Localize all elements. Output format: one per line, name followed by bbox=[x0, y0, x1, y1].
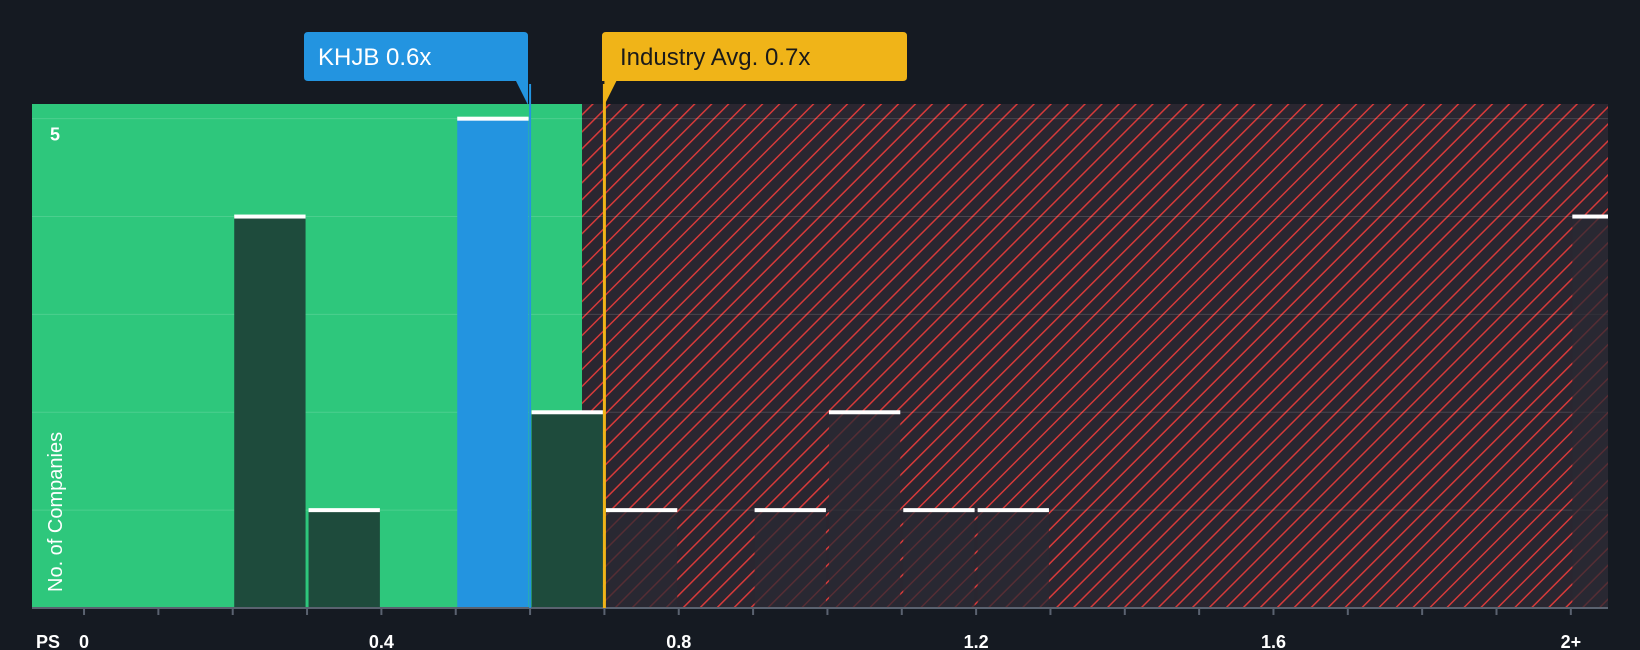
x-tick-label-4: 1.6 bbox=[1261, 632, 1286, 650]
bar-cap-2 bbox=[1572, 214, 1608, 219]
overvalued-zone bbox=[582, 104, 1608, 608]
bar-1.1 bbox=[903, 510, 975, 608]
y-tick-label-0: 5 bbox=[50, 125, 60, 145]
industry-callout-box bbox=[602, 32, 907, 105]
bar-0.9 bbox=[754, 510, 826, 608]
histogram-bars bbox=[234, 116, 1608, 608]
industry-callout-label: Industry Avg. 0.7x bbox=[620, 44, 810, 71]
company-callout-box bbox=[304, 32, 528, 105]
bar-0.6 bbox=[531, 412, 603, 608]
bar-cap-0.9 bbox=[754, 508, 826, 513]
bar-0.3 bbox=[308, 510, 380, 608]
bar-1 bbox=[828, 412, 901, 608]
x-tick-label-1: 0.4 bbox=[369, 632, 394, 650]
bar-cap-1.2 bbox=[977, 508, 1049, 513]
company-marker: KHJB 0.6x bbox=[304, 32, 532, 608]
bar-cap-0.5 bbox=[457, 116, 529, 121]
x-tick-label-3: 1.2 bbox=[964, 632, 989, 650]
bar-cap-0.2 bbox=[234, 214, 306, 219]
bar-2 bbox=[1572, 216, 1608, 608]
bar-1.2 bbox=[977, 510, 1049, 608]
y-axis-label: No. of Companies bbox=[45, 432, 67, 592]
industry-average-marker: Industry Avg. 0.7x bbox=[602, 32, 907, 608]
bar-0.7 bbox=[605, 510, 678, 608]
bar-0.2 bbox=[234, 216, 306, 608]
x-tick-label-0: 0 bbox=[79, 632, 89, 650]
y-axis-ticks: 5 bbox=[50, 125, 60, 145]
bar-0.5 bbox=[457, 118, 529, 608]
bar-cap-0.7 bbox=[605, 508, 678, 513]
bar-cap-1 bbox=[828, 410, 901, 415]
x-tick-label-2: 0.8 bbox=[666, 632, 691, 650]
x-axis-ticks: 0 0.4 0.8 1.2 1.6 2+ bbox=[79, 608, 1581, 650]
company-callout-label: KHJB 0.6x bbox=[318, 44, 431, 71]
bar-cap-0.3 bbox=[308, 508, 380, 513]
bar-cap-0.6 bbox=[531, 410, 603, 415]
x-axis-label: PS bbox=[36, 632, 60, 650]
bar-cap-1.1 bbox=[903, 508, 975, 513]
x-tick-label-5: 2+ bbox=[1561, 632, 1582, 650]
